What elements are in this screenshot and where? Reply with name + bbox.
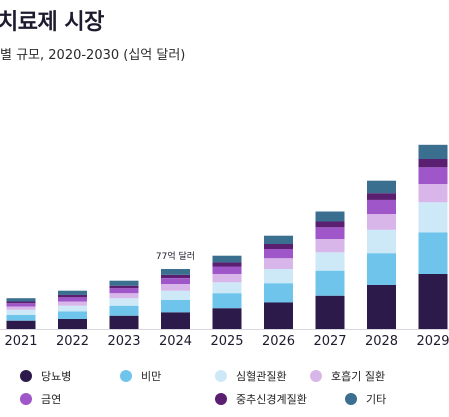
bar-segment-2026-5 <box>264 249 293 259</box>
x-tick-label: 2025 <box>210 334 243 349</box>
bar-segment-2028-4 <box>367 214 396 230</box>
bar-segment-2029-1 <box>418 274 448 329</box>
bar-segment-2026-4 <box>264 258 293 269</box>
x-tick-label: 2026 <box>262 334 295 349</box>
x-tick-label: 2027 <box>313 334 346 349</box>
bar-segment-2028-2 <box>367 253 396 285</box>
bar-segment-2025-2 <box>212 293 242 309</box>
bar-segment-2021-5 <box>6 303 36 307</box>
x-tick-label: 2023 <box>107 334 140 349</box>
bar-segment-2023-4 <box>109 293 139 299</box>
chart-title: 치료제 시장 <box>0 10 104 35</box>
x-tick-label: 2028 <box>365 334 398 349</box>
bar-segment-2026-3 <box>264 269 293 284</box>
bar-segment-2027-7 <box>315 211 345 222</box>
bar-segment-2022-4 <box>58 301 87 306</box>
bar-segment-2029-2 <box>418 232 448 274</box>
bar-segment-2029-7 <box>418 144 448 159</box>
bar-segment-2023-1 <box>109 315 139 329</box>
bar-segment-2023-7 <box>109 280 139 286</box>
bar-segment-2026-2 <box>264 283 293 303</box>
bar-segment-2024-3 <box>161 290 190 300</box>
bar-segment-2022-5 <box>58 297 87 302</box>
bar-segment-2021-4 <box>6 306 36 310</box>
bar-segment-2021-7 <box>6 298 36 302</box>
x-tick-label: 2024 <box>159 334 192 349</box>
bar-segment-2024-2 <box>161 299 190 313</box>
bar-segment-2027-5 <box>315 227 345 239</box>
bar-segment-2023-2 <box>109 305 139 316</box>
bar-segment-2026-1 <box>264 302 293 329</box>
bar-segment-2029-5 <box>418 167 448 184</box>
x-tick-label: 2021 <box>4 334 37 349</box>
bar-segment-2022-3 <box>58 305 87 312</box>
bar-segment-2027-3 <box>315 252 345 271</box>
bar-segment-2024-1 <box>161 312 190 329</box>
bar-segment-2027-6 <box>315 221 345 228</box>
bar-segment-2021-6 <box>6 301 36 304</box>
x-tick-label: 2029 <box>416 334 449 349</box>
bar-segment-2022-6 <box>58 294 87 298</box>
bar-segment-2027-2 <box>315 270 345 296</box>
bar-segment-2029-3 <box>418 202 448 233</box>
bar-segment-2028-3 <box>367 229 396 254</box>
bar-segment-2024-7 <box>161 269 190 275</box>
bar-segment-2024-4 <box>161 284 190 291</box>
annotation-label: 77억 달러 <box>156 250 195 262</box>
bar-segment-2028-1 <box>367 284 396 329</box>
bar-segment-2021-3 <box>6 309 36 315</box>
bar-segment-2025-4 <box>212 274 242 283</box>
bar-segment-2025-1 <box>212 308 242 329</box>
chart-subtitle: 별 규모, 2020-2030 (십억 달러) <box>0 48 186 63</box>
bar-segment-2025-3 <box>212 282 242 294</box>
bar-segment-2025-5 <box>212 266 242 274</box>
bar-segment-2026-7 <box>264 235 293 244</box>
bar-segment-2021-1 <box>6 320 36 329</box>
bar-segment-2026-6 <box>264 244 293 249</box>
bar-segment-2023-6 <box>109 285 139 289</box>
bar-segment-2024-5 <box>161 278 190 284</box>
bar-segment-2027-4 <box>315 239 345 253</box>
x-tick-label: 2022 <box>56 334 89 349</box>
bar-segment-2022-7 <box>58 290 87 295</box>
bar-segment-2024-6 <box>161 274 190 279</box>
bar-segment-2022-2 <box>58 311 87 319</box>
bar-segment-2022-1 <box>58 319 87 329</box>
bar-segment-2028-7 <box>367 180 396 194</box>
bar-segment-2021-2 <box>6 314 36 321</box>
bar-segment-2028-6 <box>367 193 396 200</box>
bar-segment-2029-4 <box>418 184 448 203</box>
bar-segment-2023-5 <box>109 288 139 294</box>
bar-segment-2023-3 <box>109 298 139 306</box>
bar-segment-2028-5 <box>367 199 396 214</box>
bar-segment-2025-6 <box>212 262 242 267</box>
bar-segment-2027-1 <box>315 295 345 329</box>
bar-segment-2029-6 <box>418 159 448 168</box>
bar-segment-2025-7 <box>212 255 242 263</box>
